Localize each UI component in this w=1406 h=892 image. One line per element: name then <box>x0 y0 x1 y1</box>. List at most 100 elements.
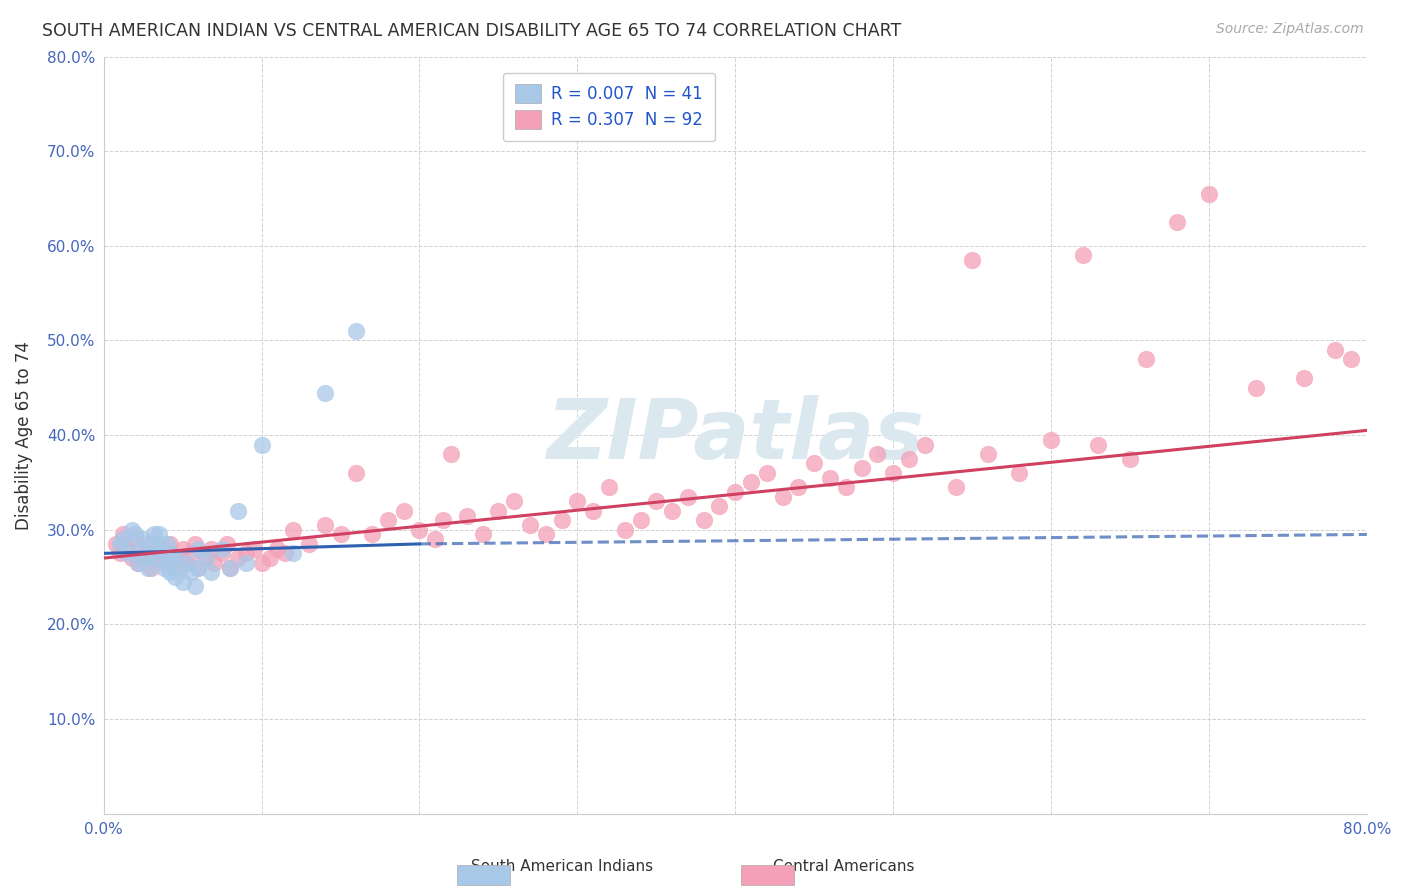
Point <box>143 551 166 566</box>
Legend: R = 0.007  N = 41, R = 0.307  N = 92: R = 0.007 N = 41, R = 0.307 N = 92 <box>503 72 714 141</box>
Point <box>152 560 174 574</box>
Point <box>1324 343 1347 357</box>
Point <box>105 537 128 551</box>
Point <box>787 480 810 494</box>
Point <box>314 518 336 533</box>
Point <box>661 504 683 518</box>
Point <box>740 475 762 490</box>
Point <box>174 556 197 570</box>
Point <box>503 494 526 508</box>
Point <box>156 537 179 551</box>
Point <box>408 523 430 537</box>
Point <box>200 541 222 556</box>
Point <box>534 527 557 541</box>
Point <box>111 527 134 541</box>
Point <box>283 546 305 560</box>
Point <box>440 447 463 461</box>
Point <box>425 532 447 546</box>
Point <box>132 532 155 546</box>
Point <box>471 527 494 541</box>
Point <box>709 499 731 513</box>
Point <box>156 556 179 570</box>
Point <box>250 437 273 451</box>
Point <box>266 541 288 556</box>
Text: Central Americans: Central Americans <box>773 859 914 874</box>
Point <box>242 541 264 556</box>
Point <box>361 527 384 541</box>
Point <box>567 494 589 508</box>
Point <box>1040 433 1063 447</box>
Point <box>226 551 249 566</box>
Point <box>897 451 920 466</box>
Point <box>169 551 191 566</box>
Point <box>226 504 249 518</box>
Point <box>127 541 149 556</box>
Point <box>630 513 652 527</box>
Point <box>377 513 399 527</box>
Text: Source: ZipAtlas.com: Source: ZipAtlas.com <box>1216 22 1364 37</box>
Point <box>977 447 1000 461</box>
Point <box>755 466 778 480</box>
Point <box>148 537 170 551</box>
Point <box>163 551 186 566</box>
Point <box>139 546 162 560</box>
Point <box>613 523 636 537</box>
Point <box>692 513 714 527</box>
Text: SOUTH AMERICAN INDIAN VS CENTRAL AMERICAN DISABILITY AGE 65 TO 74 CORRELATION CH: SOUTH AMERICAN INDIAN VS CENTRAL AMERICA… <box>42 22 901 40</box>
Point <box>152 556 174 570</box>
Point <box>235 546 257 560</box>
Point <box>195 551 218 566</box>
Point <box>344 466 367 480</box>
Point <box>121 551 143 566</box>
Point <box>111 532 134 546</box>
Point <box>136 537 159 551</box>
Point <box>1166 215 1188 229</box>
Point <box>456 508 478 523</box>
Point <box>488 504 510 518</box>
Point <box>172 574 194 589</box>
Point <box>187 560 209 574</box>
Point <box>143 527 166 541</box>
Point <box>184 579 207 593</box>
Point <box>156 546 179 560</box>
Point <box>121 523 143 537</box>
Point <box>1008 466 1031 480</box>
Point <box>159 537 181 551</box>
Point <box>108 546 131 560</box>
Point <box>180 566 202 580</box>
Point <box>945 480 967 494</box>
Y-axis label: Disability Age 65 to 74: Disability Age 65 to 74 <box>15 341 32 530</box>
Point <box>314 385 336 400</box>
Point <box>132 546 155 560</box>
Text: ZIPatlas: ZIPatlas <box>547 394 924 475</box>
Text: South American Indians: South American Indians <box>471 859 654 874</box>
Point <box>159 546 181 560</box>
Point <box>582 504 605 518</box>
Point <box>159 566 181 580</box>
Point <box>519 518 541 533</box>
Point <box>772 490 794 504</box>
Point <box>803 457 825 471</box>
Point <box>127 556 149 570</box>
Point <box>219 560 242 574</box>
Point <box>163 560 186 574</box>
Point <box>117 541 139 556</box>
Point <box>329 527 352 541</box>
Point <box>124 527 146 541</box>
Point <box>169 560 191 574</box>
Point <box>1071 248 1094 262</box>
Point <box>195 551 218 566</box>
Point <box>184 537 207 551</box>
Point <box>180 546 202 560</box>
Point <box>136 560 159 574</box>
Point <box>108 537 131 551</box>
Point <box>127 556 149 570</box>
Point <box>851 461 873 475</box>
Point <box>1198 186 1220 201</box>
Point <box>432 513 454 527</box>
Point <box>235 556 257 570</box>
Point <box>835 480 858 494</box>
Point <box>598 480 620 494</box>
Point <box>645 494 668 508</box>
Point <box>117 546 139 560</box>
